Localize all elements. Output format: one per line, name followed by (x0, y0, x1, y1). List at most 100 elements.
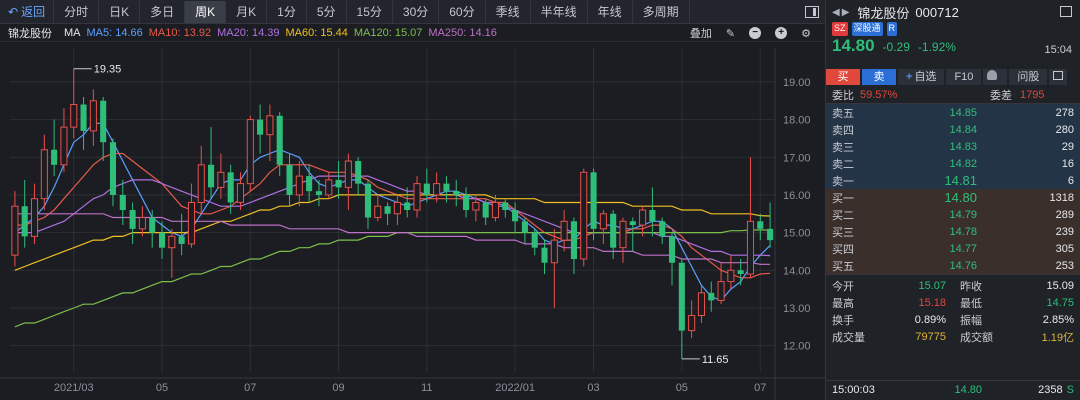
quote-actions: 买 卖 + 自选 F10 问股 (826, 68, 1080, 86)
candle-body (266, 115, 274, 136)
order-book-row[interactable]: 买二 14.79 289 (826, 206, 1080, 223)
candle-body (197, 164, 205, 203)
back-button[interactable]: ↶ 返回 (0, 0, 55, 23)
ma-line (14, 152, 771, 279)
ask-stock-button[interactable]: 问股 (1009, 69, 1048, 85)
y-tick-label: 15.00 (783, 228, 811, 240)
tab-period[interactable]: 15分 (347, 0, 393, 23)
candle-body (217, 171, 225, 188)
alert-button[interactable] (983, 69, 1008, 85)
tab-period[interactable]: 1分 (267, 0, 307, 23)
candle-body (443, 183, 450, 192)
weicha-label: 委差 (990, 89, 1012, 102)
candle-body (51, 149, 58, 165)
tab-period[interactable]: 季线 (486, 0, 531, 23)
bell-icon (987, 70, 998, 80)
margin-tag: R (886, 22, 898, 36)
candle-body (374, 205, 382, 219)
chart-tools: 叠加 ✎ − + ⚙ (690, 24, 817, 42)
candle-body (11, 205, 19, 256)
stat-row: 最高 15.18 最低 14.75 (826, 294, 1080, 311)
tab-period[interactable]: 30分 (393, 0, 440, 23)
max-marker-label: 19.35 (94, 64, 122, 76)
y-tick-label: 17.00 (783, 152, 811, 164)
f10-button[interactable]: F10 (946, 69, 982, 85)
tab-period[interactable]: 多日 (140, 0, 186, 23)
order-book-row[interactable]: 卖二 14.82 16 (826, 155, 1080, 172)
zoom-out-icon[interactable]: − (749, 27, 762, 39)
order-book-row[interactable]: 卖五 14.85 278 (826, 104, 1080, 121)
sell-button[interactable]: 卖 (862, 69, 896, 85)
candle-body (21, 206, 28, 237)
order-book-row[interactable]: 买四 14.77 305 (826, 240, 1080, 257)
stock-name: 锦龙股份 (857, 5, 910, 21)
order-book-row[interactable]: 买五 14.76 253 (826, 257, 1080, 274)
level-price: 14.82 (949, 157, 977, 170)
candle-body (286, 164, 293, 195)
ma-value: MA250: 14.16 (428, 26, 497, 39)
stock-tags: SZ 深股通 R (826, 22, 1080, 36)
candle-body (502, 202, 509, 210)
ma-value: MA120: 15.07 (353, 26, 423, 39)
tab-period[interactable]: 5分 (307, 0, 347, 23)
last-price: 14.80 (832, 36, 875, 55)
prev-stock-icon[interactable]: ◀ (832, 6, 840, 18)
candle-body (70, 104, 78, 128)
next-stock-icon[interactable]: ▶ (841, 6, 850, 18)
stat-label: 成交量 (832, 331, 865, 344)
order-book-row[interactable]: 买三 14.78 239 (826, 223, 1080, 240)
level-volume: 1318 (1049, 191, 1074, 204)
level-price: 14.80 (944, 190, 977, 205)
order-book-row[interactable]: 卖三 14.83 29 (826, 138, 1080, 155)
tab-period[interactable]: 周K (185, 0, 227, 23)
tab-period[interactable]: 分时 (54, 0, 100, 23)
level-volume: 239 (1055, 225, 1074, 238)
overlay-button[interactable]: 叠加 (689, 28, 712, 40)
order-book-row[interactable]: 卖四 14.84 280 (826, 121, 1080, 138)
candle-body (639, 209, 647, 226)
level-volume: 278 (1055, 106, 1074, 119)
level-label: 买五 (832, 260, 854, 273)
tab-period[interactable]: 日K (99, 0, 141, 23)
ma-value: MA5: 14.66 (86, 26, 143, 39)
level-volume: 6 (1067, 174, 1074, 187)
candle-body (236, 183, 245, 203)
candle-body (423, 183, 430, 195)
candle-body (629, 221, 636, 226)
level-volume: 305 (1055, 242, 1074, 255)
tab-period[interactable]: 半年线 (531, 0, 588, 23)
connect-tag: 深股通 (851, 22, 883, 36)
kline-chart[interactable]: 19.00 18.00 17.00 16.00 15.00 14.00 13.00 12.00… (0, 42, 825, 400)
add-watchlist-button[interactable]: + 自选 (898, 69, 945, 85)
stat-value: 15.07 (918, 279, 946, 292)
candle-body (364, 183, 372, 218)
more-panel-button[interactable] (1049, 69, 1068, 85)
level-price: 14.77 (949, 242, 977, 255)
level-price: 14.85 (949, 106, 977, 119)
pencil-icon[interactable]: ✎ (725, 27, 736, 40)
x-tick-label: 2022/01 (495, 382, 535, 394)
ma-label: MA (64, 26, 81, 39)
buy-button[interactable]: 买 (826, 69, 860, 85)
level-price: 14.84 (949, 123, 977, 136)
level-label: 卖三 (832, 141, 854, 154)
tab-period[interactable]: 月K (226, 0, 268, 23)
tab-period[interactable]: 多周期 (633, 0, 690, 23)
candle-body (315, 191, 322, 195)
tab-period[interactable]: 60分 (439, 0, 486, 23)
stock-code: 000712 (915, 4, 959, 20)
candle-body (570, 221, 577, 259)
tab-period[interactable]: 年线 (588, 0, 633, 23)
candle-body (746, 220, 755, 275)
stat-value: 15.18 (918, 296, 946, 309)
order-book-row[interactable]: 卖一 14.81 6 (826, 172, 1080, 189)
toggle-panel-icon[interactable] (805, 5, 819, 18)
settings-icon[interactable]: ⚙ (801, 27, 811, 40)
zoom-in-icon[interactable]: + (775, 27, 788, 39)
ma-line (14, 122, 771, 302)
panel-layout-icon[interactable] (1060, 6, 1072, 17)
level-price: 14.78 (949, 225, 977, 238)
stat-value: 1.19亿 (1041, 331, 1074, 344)
level-volume: 289 (1055, 208, 1074, 221)
order-book-row[interactable]: 买一 14.80 1318 (826, 189, 1080, 206)
